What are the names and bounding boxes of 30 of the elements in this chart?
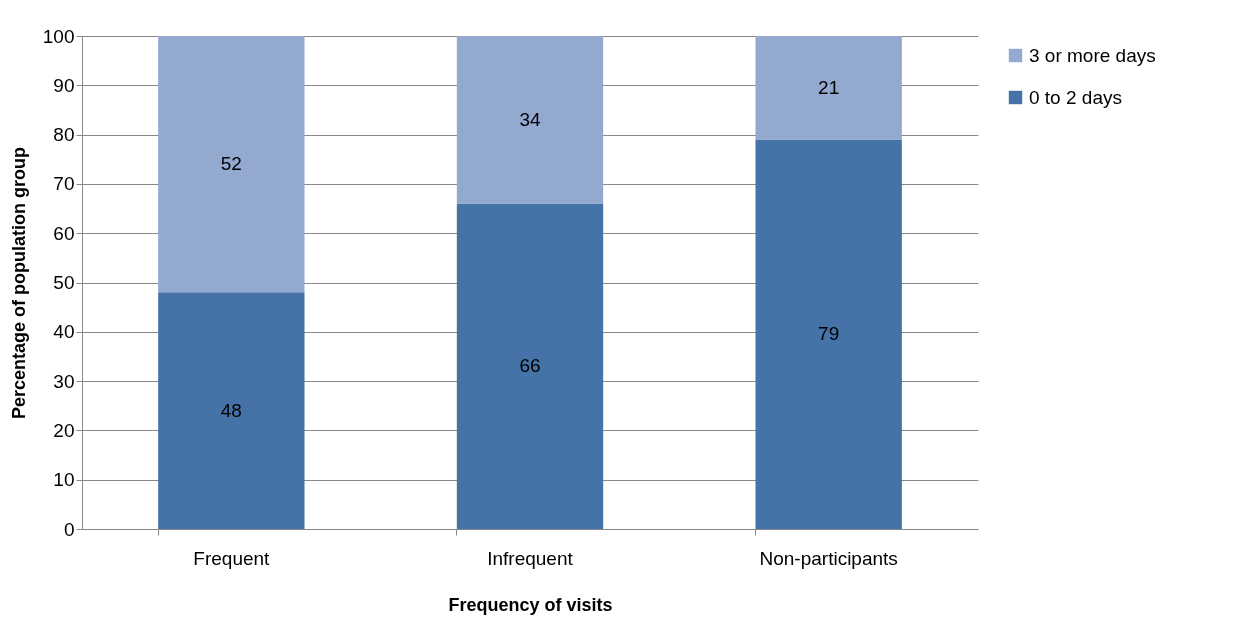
data-label: 21 — [818, 76, 840, 98]
bar — [158, 292, 305, 529]
x-tick-label: Non-participants — [759, 547, 898, 569]
bar — [456, 36, 604, 204]
y-tick-label: 70 — [53, 173, 75, 195]
y-tick-label: 90 — [53, 74, 75, 96]
data-label: 52 — [220, 153, 242, 175]
data-label: 48 — [220, 399, 242, 421]
legend-label: 0 to 2 days — [1029, 86, 1122, 108]
y-tick-label: 60 — [53, 222, 75, 244]
bar — [755, 36, 902, 140]
bar — [456, 203, 604, 529]
y-tick-label: 80 — [53, 124, 75, 146]
x-tick-label: Infrequent — [487, 547, 574, 569]
bar — [158, 36, 305, 293]
x-tick-label: Frequent — [193, 547, 271, 569]
y-tick-label: 20 — [53, 419, 75, 441]
y-tick-label: 50 — [53, 272, 75, 293]
data-label: 66 — [519, 355, 541, 377]
bar — [755, 139, 902, 529]
data-label: 79 — [818, 323, 840, 345]
y-tick-label: 30 — [53, 370, 75, 392]
y-tick-label: 100 — [42, 25, 75, 47]
y-tick-label: 0 — [63, 518, 75, 540]
y-axis-title: Percentage of population group — [8, 146, 29, 420]
y-tick-label: 10 — [53, 469, 75, 491]
x-axis-title: Frequency of visits — [448, 594, 613, 615]
y-tick-label: 40 — [53, 321, 75, 343]
data-label: 34 — [519, 108, 541, 130]
legend-label: 3 or more days — [1029, 44, 1156, 66]
